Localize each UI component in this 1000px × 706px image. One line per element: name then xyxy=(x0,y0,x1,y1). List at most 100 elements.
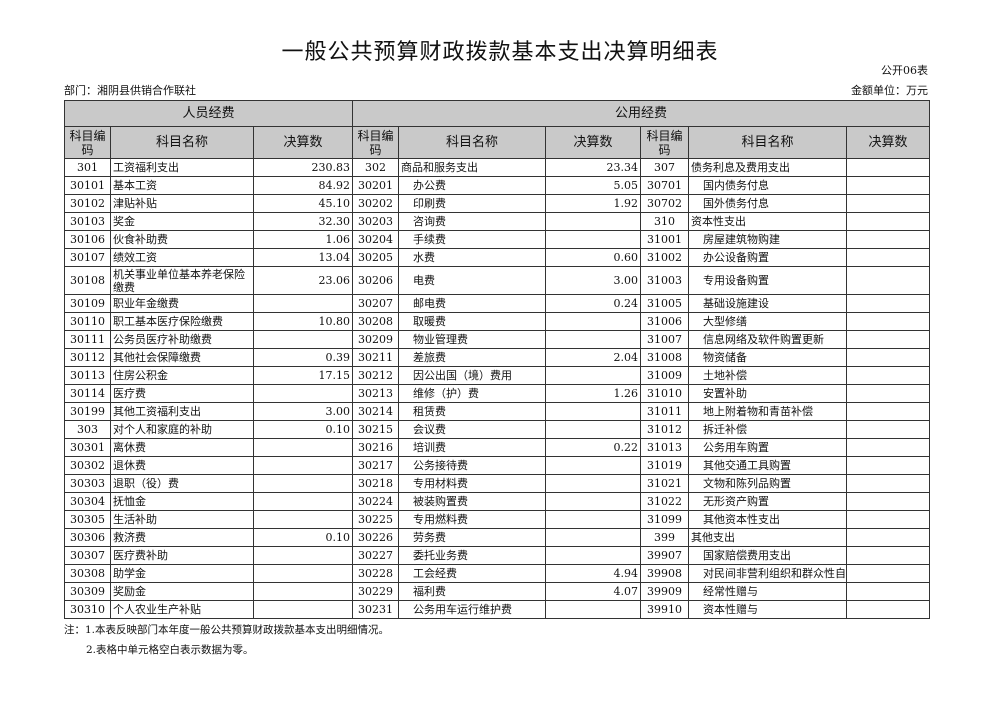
unit-label: 金额单位：万元 xyxy=(851,84,928,97)
item-code: 30211 xyxy=(352,348,400,367)
item-amount xyxy=(545,230,642,249)
item-code: 307 xyxy=(640,158,690,177)
item-code: 30231 xyxy=(352,600,400,619)
item-code: 30224 xyxy=(352,492,400,511)
item-code: 30202 xyxy=(352,194,400,213)
item-code: 39908 xyxy=(640,564,690,583)
column-header-code: 科目编码 xyxy=(64,126,111,159)
item-amount xyxy=(846,266,931,295)
item-name: 其他工资福利支出 xyxy=(110,402,254,421)
item-name: 医疗费 xyxy=(110,384,254,403)
item-amount xyxy=(545,366,642,385)
item-name: 水费 xyxy=(398,248,547,267)
item-amount xyxy=(545,312,642,331)
item-code: 31099 xyxy=(640,510,690,529)
item-code: 30110 xyxy=(64,312,111,331)
item-amount xyxy=(252,330,354,349)
item-code: 30108 xyxy=(64,266,111,295)
item-name: 工会经费 xyxy=(398,564,547,583)
item-amount xyxy=(846,384,931,403)
item-amount xyxy=(545,600,642,619)
item-code: 30106 xyxy=(64,230,111,249)
item-name: 国内债务付息 xyxy=(688,176,848,195)
item-name: 会议费 xyxy=(398,420,547,439)
item-code: 30229 xyxy=(352,582,400,601)
item-name: 拆迁补偿 xyxy=(688,420,848,439)
item-name: 物资储备 xyxy=(688,348,848,367)
group-header-row: 人员经费 公用经费 xyxy=(63,100,931,127)
item-code: 30226 xyxy=(352,528,400,547)
item-amount xyxy=(846,510,931,529)
item-amount xyxy=(252,474,354,493)
item-amount xyxy=(846,564,931,583)
item-name: 国家赔偿费用支出 xyxy=(688,546,848,565)
item-code: 39910 xyxy=(640,600,690,619)
item-amount xyxy=(252,492,354,511)
item-code: 30199 xyxy=(64,402,111,421)
table-row: 30199 其他工资福利支出 3.00 30214 租赁费 31011 地上附着物和青苗补偿 xyxy=(64,402,931,421)
item-name: 电费 xyxy=(398,266,547,295)
item-code: 31005 xyxy=(640,294,690,313)
item-code: 30227 xyxy=(352,546,400,565)
item-amount xyxy=(545,510,642,529)
item-code: 30102 xyxy=(64,194,111,213)
table-row: 30101 基本工资 84.92 30201 办公费 5.05 30701 国内债务付息 xyxy=(64,176,931,195)
table-row: 30113 住房公积金 17.15 30212 因公出国（境）费用 31009 土地补偿 xyxy=(64,366,931,385)
table-row: 30306 救济费 0.10 30226 劳务费 399 其他支出 xyxy=(64,528,931,547)
item-name: 医疗费补助 xyxy=(110,546,254,565)
table-row: 30111 公务员医疗补助缴费 30209 物业管理费 31007 信息网络及软件购置更新 xyxy=(64,330,931,349)
item-amount xyxy=(846,230,931,249)
item-amount: 0.10 xyxy=(252,420,354,439)
item-name: 被装购置费 xyxy=(398,492,547,511)
item-name: 对民间非营利组织和群众性自 xyxy=(688,564,848,583)
item-amount: 10.80 xyxy=(252,312,354,331)
item-name: 专用材料费 xyxy=(398,474,547,493)
item-amount: 1.06 xyxy=(252,230,354,249)
notes: 注：1.本表反映部门本年度一般公共预算财政拨款基本支出明细情况。 2.表格中单元… xyxy=(64,620,389,660)
item-name: 奖金 xyxy=(110,212,254,231)
item-name: 资本性赠与 xyxy=(688,600,848,619)
column-header-name: 科目名称 xyxy=(688,126,848,159)
item-amount: 4.94 xyxy=(545,564,642,583)
table-row: 30112 其他社会保障缴费 0.39 30211 差旅费 2.04 31008 物资储备 xyxy=(64,348,931,367)
item-code: 30302 xyxy=(64,456,111,475)
table-row: 30309 奖励金 30229 福利费 4.07 39909 经常性赠与 xyxy=(64,582,931,601)
item-code: 30308 xyxy=(64,564,111,583)
item-code: 30305 xyxy=(64,510,111,529)
item-amount xyxy=(252,600,354,619)
item-amount: 17.15 xyxy=(252,366,354,385)
table-row: 30102 津贴补贴 45.10 30202 印刷费 1.92 30702 国外债务付息 xyxy=(64,194,931,213)
item-name: 土地补偿 xyxy=(688,366,848,385)
item-amount: 0.39 xyxy=(252,348,354,367)
column-header-amount: 决算数 xyxy=(545,126,642,159)
column-header-code: 科目编码 xyxy=(352,126,400,159)
column-header-amount: 决算数 xyxy=(846,126,931,159)
table-row: 30106 伙食补助费 1.06 30204 手续费 31001 房屋建筑物购建 xyxy=(64,230,931,249)
item-code: 30212 xyxy=(352,366,400,385)
table-row: 30305 生活补助 30225 专用燃料费 31099 其他资本性支出 xyxy=(64,510,931,529)
table-row: 30304 抚恤金 30224 被装购置费 31022 无形资产购置 xyxy=(64,492,931,511)
item-amount: 1.92 xyxy=(545,194,642,213)
item-amount xyxy=(545,528,642,547)
item-code: 31011 xyxy=(640,402,690,421)
table-row: 30110 职工基本医疗保险缴费 10.80 30208 取暖费 31006 大型修缮 xyxy=(64,312,931,331)
group-header-personnel: 人员经费 xyxy=(63,100,354,127)
item-code: 31001 xyxy=(640,230,690,249)
item-name: 其他交通工具购置 xyxy=(688,456,848,475)
item-amount xyxy=(846,456,931,475)
item-name: 商品和服务支出 xyxy=(398,158,547,177)
item-amount xyxy=(846,528,931,547)
table-row: 30114 医疗费 30213 维修（护）费 1.26 31010 安置补助 xyxy=(64,384,931,403)
item-name: 邮电费 xyxy=(398,294,547,313)
item-amount: 3.00 xyxy=(252,402,354,421)
table-row: 30302 退休费 30217 公务接待费 31019 其他交通工具购置 xyxy=(64,456,931,475)
item-name: 大型修缮 xyxy=(688,312,848,331)
item-code: 30101 xyxy=(64,176,111,195)
item-name: 信息网络及软件购置更新 xyxy=(688,330,848,349)
item-name: 办公费 xyxy=(398,176,547,195)
item-code: 30216 xyxy=(352,438,400,457)
item-amount: 5.05 xyxy=(545,176,642,195)
item-code: 31019 xyxy=(640,456,690,475)
item-name: 办公设备购置 xyxy=(688,248,848,267)
item-code: 30208 xyxy=(352,312,400,331)
